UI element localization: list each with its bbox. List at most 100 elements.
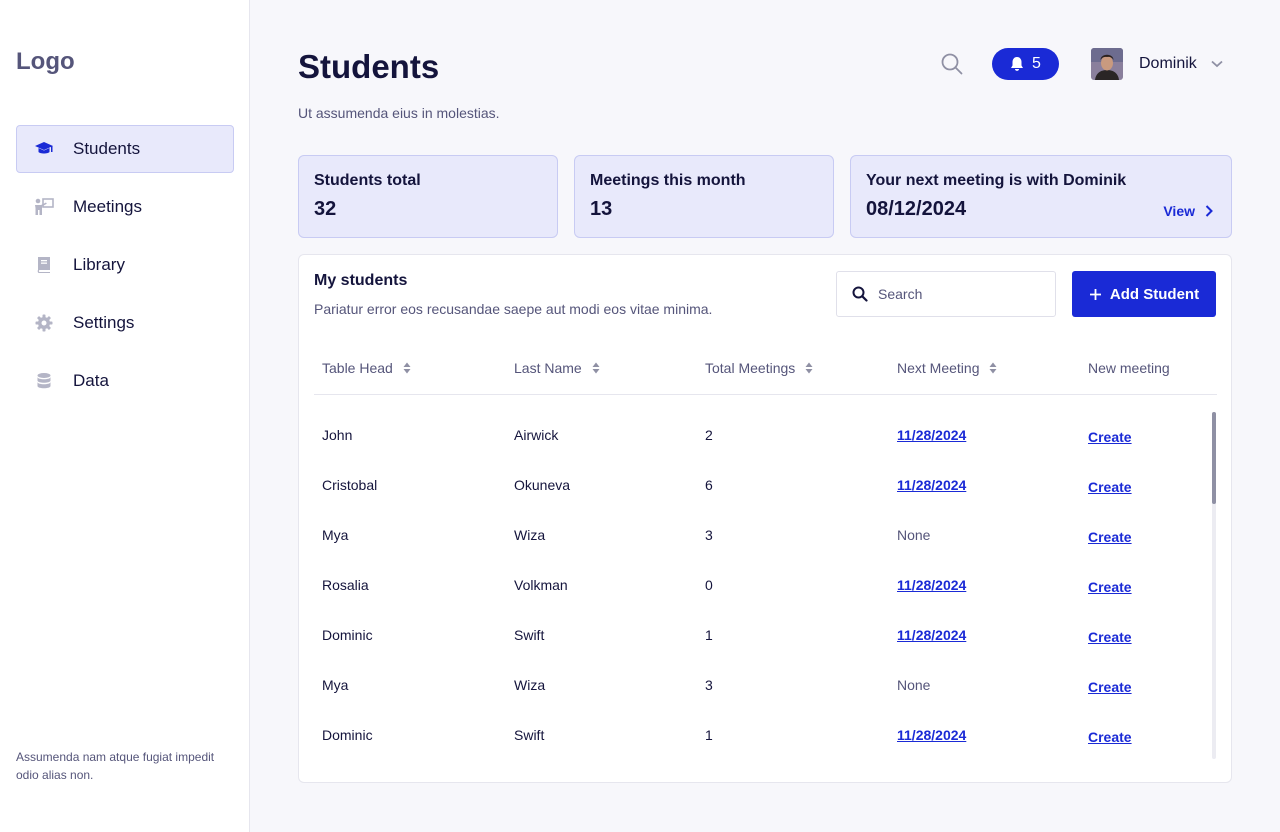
cell-last-name: Swift (514, 727, 545, 743)
column-header-last-name[interactable]: Last Name (514, 341, 600, 395)
cell-next-meeting: None (897, 527, 931, 543)
search-icon[interactable] (940, 52, 964, 76)
create-meeting-link[interactable]: Create (1088, 528, 1132, 545)
chevron-down-icon (1211, 60, 1223, 68)
add-student-label: Add Student (1109, 285, 1200, 303)
create-meeting-link[interactable]: Create (1088, 728, 1132, 745)
next-meeting-link[interactable]: 11/28/2024 (897, 627, 967, 643)
page-subtitle: Ut assumenda eius in molestias. (298, 105, 500, 121)
next-meeting-link[interactable]: 11/28/2024 (897, 577, 967, 593)
create-meeting-link[interactable]: Create (1088, 628, 1132, 645)
sort-icon (592, 362, 600, 374)
table-row: Dominic Swift 1 11/28/2024 Create (314, 710, 1209, 760)
search-icon (852, 286, 868, 302)
table-row: John Airwick 2 11/28/2024 Create (314, 410, 1209, 460)
book-icon (33, 254, 55, 276)
database-icon (33, 370, 55, 392)
table-cell: 11/28/2024 (897, 560, 966, 610)
sidebar-item-library[interactable]: Library (16, 241, 234, 289)
sidebar-item-meetings[interactable]: Meetings (16, 183, 234, 231)
create-meeting-link[interactable]: Create (1088, 478, 1132, 495)
cell-total-meetings: 3 (705, 677, 713, 693)
stat-card-next-meeting: Your next meeting is with Dominik 08/12/… (850, 155, 1232, 238)
table-row: Cristobal Okuneva 6 11/28/2024 Create (314, 460, 1209, 510)
table-scrollbar[interactable] (1212, 412, 1216, 759)
cell-next-meeting: None (897, 677, 931, 693)
cell-total-meetings: 3 (705, 527, 713, 543)
cell-first-name: Dominic (322, 727, 373, 743)
cell-first-name: Cristobal (322, 477, 378, 493)
cell-total-meetings: 6 (705, 477, 713, 493)
graduation-cap-icon (33, 138, 55, 160)
sidebar-item-settings[interactable]: Settings (16, 299, 234, 347)
create-meeting-link[interactable]: Create (1088, 578, 1132, 595)
column-header-new-meeting: New meeting (1088, 360, 1170, 376)
table-cell: 11/28/2024 (897, 610, 966, 660)
view-meeting-link[interactable]: View (1163, 203, 1213, 219)
sort-icon (989, 362, 997, 374)
cell-last-name: Okuneva (514, 477, 571, 493)
user-menu[interactable]: Dominik (1091, 48, 1223, 80)
next-meeting-link[interactable]: 11/28/2024 (897, 427, 967, 443)
table-cell: 11/28/2024 (897, 460, 966, 510)
column-header-total-meetings[interactable]: Total Meetings (705, 341, 813, 395)
search-input[interactable] (878, 286, 1048, 302)
table-row: Dominic Swift 1 11/28/2024 Create (314, 610, 1209, 660)
student-search[interactable] (836, 271, 1056, 317)
cell-total-meetings: 1 (705, 627, 713, 643)
view-label: View (1163, 203, 1195, 219)
sidebar-item-label: Library (73, 255, 125, 274)
sidebar-item-label: Students (73, 139, 141, 158)
stat-label: Meetings this month (590, 172, 746, 189)
panel-title: My students (314, 272, 408, 289)
table-row: Rosalia Volkman 0 11/28/2024 Create (314, 560, 1209, 610)
cell-total-meetings: 0 (705, 577, 713, 593)
stat-value: 32 (314, 198, 337, 220)
table-cell: 11/28/2024 (897, 710, 966, 760)
column-header-next-meeting[interactable]: Next Meeting (897, 341, 997, 395)
sort-icon (403, 362, 411, 374)
cell-last-name: Airwick (514, 427, 559, 443)
stat-value: 08/12/2024 (866, 198, 967, 220)
table-cell: 11/28/2024 (897, 410, 966, 460)
sidebar-item-label: Settings (73, 313, 135, 332)
chevron-right-icon (1205, 205, 1213, 217)
cell-first-name: Mya (322, 527, 349, 543)
bell-icon (1011, 57, 1024, 71)
my-students-panel: My students Pariatur error eos recusanda… (298, 254, 1232, 783)
sidebar-nav: Students Meetings Library Settings Data (16, 125, 234, 415)
sidebar-item-data[interactable]: Data (16, 357, 234, 405)
stat-card-students-total: Students total 32 (298, 155, 558, 238)
sidebar-item-students[interactable]: Students (16, 125, 234, 173)
logo[interactable]: Logo (16, 48, 75, 75)
scrollbar-thumb[interactable] (1212, 412, 1216, 504)
cell-first-name: Mya (322, 677, 349, 693)
create-meeting-link[interactable]: Create (1088, 428, 1132, 445)
stat-value: 13 (590, 198, 613, 220)
plus-icon (1089, 288, 1101, 300)
sidebar-footer-note: Assumenda nam atque fugiat impedit odio … (16, 750, 215, 782)
cell-last-name: Volkman (514, 577, 568, 593)
panel-description: Pariatur error eos recusandae saepe aut … (314, 301, 713, 317)
table-cell: Create (1088, 560, 1132, 610)
cell-first-name: Rosalia (322, 577, 369, 593)
table-row: Mya Wiza 3 None Create (314, 510, 1209, 560)
next-meeting-link[interactable]: 11/28/2024 (897, 727, 967, 743)
table-row: Mya Wiza 3 None Create (314, 660, 1209, 710)
table-header: Table Head Last Name Total Meetings Next… (314, 341, 1217, 395)
sort-icon (805, 362, 813, 374)
table-cell: Create (1088, 510, 1132, 560)
column-header-first-name[interactable]: Table Head (322, 341, 411, 395)
stat-label: Students total (314, 172, 421, 189)
avatar (1091, 48, 1123, 80)
add-student-button[interactable]: Add Student (1072, 271, 1216, 317)
table-cell: Create (1088, 660, 1132, 710)
cell-total-meetings: 2 (705, 427, 713, 443)
create-meeting-link[interactable]: Create (1088, 678, 1132, 695)
next-meeting-link[interactable]: 11/28/2024 (897, 477, 967, 493)
presenter-icon (33, 196, 55, 218)
sidebar-item-label: Data (73, 371, 109, 390)
notifications-button[interactable]: 5 (992, 48, 1059, 80)
cell-last-name: Wiza (514, 527, 546, 543)
table-body: John Airwick 2 11/28/2024 Create Cristobal Oku… (314, 410, 1209, 760)
